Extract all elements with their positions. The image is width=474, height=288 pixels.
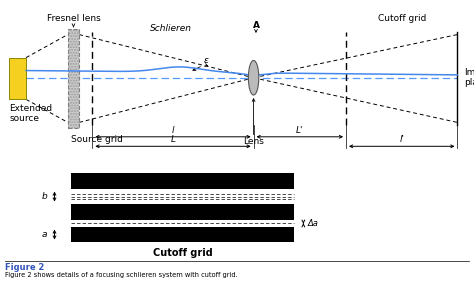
Bar xyxy=(71,173,294,189)
Text: Source grid: Source grid xyxy=(71,135,123,144)
Text: l: l xyxy=(172,126,174,135)
Text: a: a xyxy=(42,230,47,239)
Text: Figure 2 shows details of a focusing schlieren system with cutoff grid.: Figure 2 shows details of a focusing sch… xyxy=(5,272,237,278)
Bar xyxy=(71,227,294,242)
Text: Δa: Δa xyxy=(307,219,318,228)
Text: b: b xyxy=(42,192,47,201)
Text: Figure 2: Figure 2 xyxy=(5,263,44,272)
Bar xyxy=(71,204,294,220)
Text: Extended
source: Extended source xyxy=(9,104,53,123)
Bar xyxy=(68,29,79,128)
Text: ε: ε xyxy=(204,56,209,65)
Text: Schlieren: Schlieren xyxy=(150,24,191,33)
Text: Cutoff grid: Cutoff grid xyxy=(153,248,212,258)
Text: Cutoff grid: Cutoff grid xyxy=(377,14,426,23)
Bar xyxy=(9,58,26,99)
Bar xyxy=(68,29,79,128)
Text: l': l' xyxy=(399,135,404,144)
Ellipse shape xyxy=(248,60,259,95)
Text: Lens: Lens xyxy=(243,137,264,146)
Text: A: A xyxy=(253,21,259,30)
Text: L': L' xyxy=(296,126,303,135)
Text: Image
plane: Image plane xyxy=(465,68,474,88)
Text: Fresnel lens: Fresnel lens xyxy=(46,14,100,23)
Text: L: L xyxy=(171,135,175,144)
